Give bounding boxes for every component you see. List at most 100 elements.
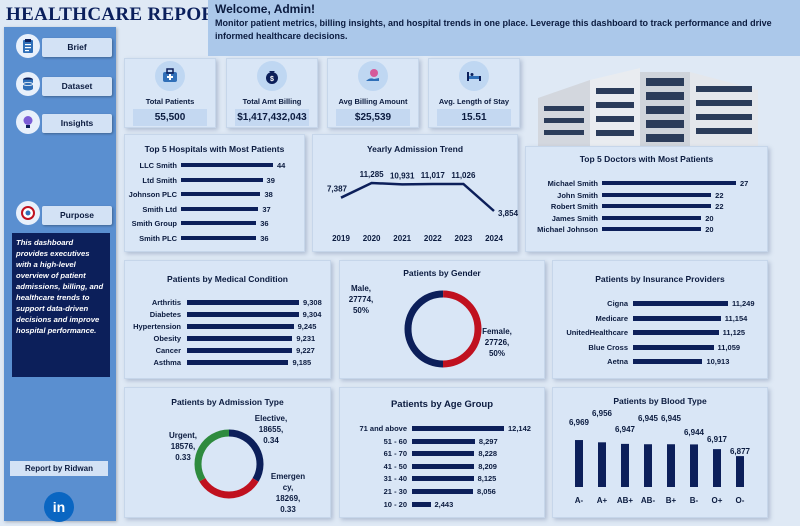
bar-value-label: 6,944 (684, 428, 705, 437)
medical-condition-card: Patients by Medical Condition Arthritis 9… (124, 260, 331, 379)
gender-card: Patients by Gender Male, 27774, 50% Female,… (339, 260, 545, 379)
chart-title: Patients by Medical Condition (167, 274, 288, 284)
trend-value-label: 11,026 (451, 171, 476, 180)
bar-category-label: Diabetes (149, 310, 181, 319)
x-tick-label: O- (736, 496, 745, 505)
x-tick-label: B+ (666, 496, 677, 505)
bar-category-label: Smith PLC (139, 233, 177, 243)
bar-category-label: 10 - 20 (383, 499, 407, 509)
hospitals-chart-card: Top 5 Hospitals with Most Patients LLC S… (124, 134, 305, 252)
lightbulb-icon (16, 110, 40, 134)
bar (412, 476, 474, 482)
bar-value-label: 6,877 (730, 447, 751, 456)
bar (187, 348, 293, 353)
x-tick-label: 2020 (363, 234, 381, 243)
bar (412, 501, 431, 507)
bar (412, 463, 475, 469)
bar-category-label: 71 and above (359, 424, 407, 433)
bar-category-label: 61 - 70 (383, 449, 407, 459)
admission-trend-card: Yearly Admission Trend 7,387 2019 11,285 20… (312, 134, 519, 252)
bar-value-label: 20 (705, 213, 714, 223)
x-tick-label: 2019 (332, 234, 350, 243)
kpi-value: $25,539 (336, 109, 410, 126)
gender-donut-chart: Male, 27774, 50% Female, 27726, 50% (349, 284, 512, 368)
svg-text:$: $ (270, 76, 274, 83)
bar-category-label: Robert Smith (550, 202, 598, 211)
blood-type-bar (644, 444, 652, 487)
nav-brief-button[interactable]: Brief (42, 38, 112, 57)
nav-purpose-button[interactable]: Purpose (42, 206, 112, 225)
chart-title: Patients by Age Group (390, 399, 494, 410)
trend-value-label: 11,017 (421, 171, 446, 180)
bar (633, 330, 719, 335)
bar-value-label: 6,945 (638, 414, 659, 423)
bar (187, 336, 293, 341)
database-icon (16, 72, 40, 96)
gender-slice (442, 290, 482, 368)
bar-value-label: 9,231 (296, 334, 316, 343)
sidebar: Brief Dataset Insights Purpose This dash… (4, 27, 116, 522)
admission-trend-chart: 7,387 2019 11,285 2020 10,931 2021 11,017 2022 1… (327, 170, 519, 243)
bar (602, 192, 712, 197)
bar-value-label: 6,917 (707, 435, 728, 444)
blood-type-bar (621, 443, 629, 487)
nav-dataset-button[interactable]: Dataset (42, 77, 112, 96)
target-icon (16, 201, 40, 225)
bar-value-label: 9,308 (303, 298, 322, 307)
bar-value-label: 11,059 (717, 342, 741, 352)
bar-value-label: 37 (262, 204, 271, 214)
bar (633, 301, 728, 306)
purpose-description: This dashboard provides executives with … (12, 233, 110, 377)
nav-insights-button[interactable]: Insights (42, 114, 112, 133)
bar-value-label: 10,913 (706, 357, 730, 366)
bar-category-label: 31 - 40 (383, 474, 407, 484)
gender-male-label: Male, 27774, 50% (349, 284, 373, 315)
bar (412, 489, 474, 494)
bar-category-label: LLC Smith (139, 161, 178, 170)
blood-type-bar (713, 449, 721, 487)
chart-title: Top 5 Hospitals with Most Patients (144, 144, 285, 154)
bar-category-label: Aetna (607, 357, 628, 366)
chart-title: Patients by Blood Type (613, 396, 707, 406)
bar-category-label: John Smith (557, 190, 598, 200)
bar-value-label: 6,956 (592, 409, 613, 418)
x-tick-label: O+ (712, 496, 723, 505)
blood-type-bar (736, 456, 744, 487)
chart-title: Top 5 Doctors with Most Patients (579, 154, 714, 164)
bar-category-label: James Smith (551, 213, 598, 223)
bar-category-label: Johnson PLC (128, 190, 177, 199)
bar-value-label: 22 (715, 202, 724, 211)
x-tick-label: 2023 (455, 234, 473, 243)
bar (187, 312, 299, 317)
admission-type-card: Patients by Admission Type Elective, 1865… (124, 387, 331, 518)
admission-type-slice (199, 477, 259, 499)
bar (633, 315, 721, 321)
bar-category-label: Hypertension (133, 322, 181, 331)
bar-value-label: 36 (260, 233, 269, 243)
trend-value-label: 11,285 (360, 170, 385, 179)
bar-category-label: Blue Cross (588, 342, 628, 352)
bar-category-label: Arthritis (151, 298, 181, 307)
linkedin-icon[interactable]: in (44, 492, 74, 522)
hospital-bed-icon (459, 61, 489, 91)
bar (602, 227, 702, 231)
welcome-banner: Welcome, Admin! Monitor patient metrics,… (208, 0, 800, 56)
bar-value-label: 22 (715, 190, 724, 200)
kpi-label: Avg. Length of Stay (438, 97, 510, 106)
bar-category-label: 41 - 50 (383, 461, 407, 471)
blood-type-bar (598, 442, 606, 487)
bar (181, 163, 273, 167)
kpi-total-patients: Total Patients 55,500 (124, 58, 216, 128)
bar-value-label: 8,297 (478, 436, 498, 446)
trend-value-label: 3,854 (498, 209, 519, 218)
bar-category-label: Michael Johnson (537, 225, 598, 234)
bar-value-label: 9,185 (292, 358, 312, 367)
bar-value-label: 2,443 (434, 499, 454, 509)
bar-value-label: 8,209 (478, 461, 497, 471)
bar-value-label: 38 (264, 190, 273, 199)
blood-type-bar (690, 444, 698, 487)
bar (602, 204, 712, 208)
chart-title: Patients by Gender (403, 268, 481, 278)
bar-value-label: 36 (260, 219, 269, 228)
admission-emergency-label: Emergen cy, 18269, 0.33 (271, 472, 305, 514)
